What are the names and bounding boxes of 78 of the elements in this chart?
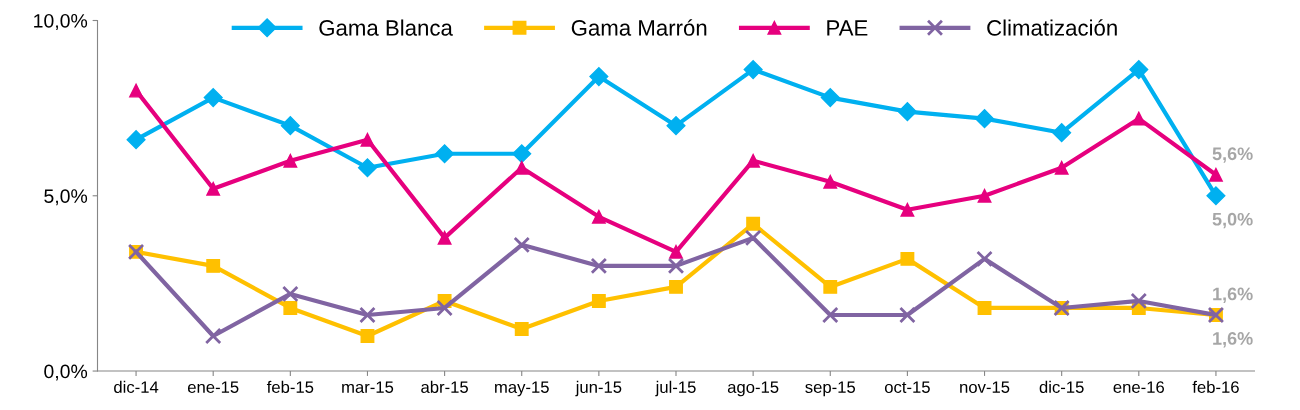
point bbox=[514, 322, 529, 336]
point bbox=[667, 257, 685, 275]
x-tick-label: abr-15 bbox=[421, 380, 468, 394]
point bbox=[743, 60, 763, 80]
point bbox=[590, 257, 608, 275]
point bbox=[669, 279, 683, 294]
point bbox=[514, 160, 529, 175]
data-label: 5,0% bbox=[1212, 212, 1253, 229]
point bbox=[283, 301, 298, 315]
point bbox=[512, 144, 532, 164]
point bbox=[1054, 160, 1069, 175]
point bbox=[823, 279, 838, 294]
x-tick-label: mar-15 bbox=[342, 381, 394, 394]
x-tick-label: may-15 bbox=[495, 381, 549, 397]
data-label: 5,6% bbox=[1212, 147, 1253, 163]
x-tick-label: oct-15 bbox=[884, 381, 930, 394]
legend-label: Climatización bbox=[987, 19, 1117, 36]
data-label: 1,6% bbox=[1213, 332, 1253, 348]
point bbox=[360, 132, 375, 147]
point bbox=[206, 258, 221, 273]
point bbox=[357, 158, 378, 178]
y-tick-label: 0,0% bbox=[44, 364, 88, 381]
legend-label: Gama Marrón bbox=[571, 19, 707, 36]
x-tick-label: jul-15 bbox=[655, 380, 696, 397]
x-tick-label: dic-14 bbox=[114, 380, 159, 394]
point bbox=[437, 230, 452, 245]
point bbox=[280, 116, 300, 136]
point bbox=[129, 83, 144, 98]
x-tick-label: ago-15 bbox=[727, 381, 779, 397]
point bbox=[126, 130, 146, 150]
point bbox=[900, 202, 915, 217]
point bbox=[669, 244, 683, 259]
legend-label: PAE bbox=[827, 20, 868, 36]
point bbox=[203, 88, 223, 108]
point bbox=[977, 301, 992, 315]
point bbox=[282, 285, 299, 303]
point bbox=[900, 251, 915, 266]
point bbox=[1129, 60, 1149, 80]
point bbox=[899, 306, 916, 324]
x-tick-label: ene-16 bbox=[1113, 381, 1165, 394]
point bbox=[591, 293, 606, 308]
point bbox=[206, 181, 221, 196]
x-tick-label: ene-15 bbox=[187, 381, 239, 394]
x-tick-label: sep-15 bbox=[805, 381, 856, 397]
point bbox=[591, 209, 606, 224]
y-tick-label: 5,0% bbox=[44, 189, 88, 206]
x-tick-label: feb-15 bbox=[266, 380, 314, 394]
point bbox=[820, 88, 840, 108]
point bbox=[513, 236, 531, 254]
point bbox=[744, 229, 762, 247]
point bbox=[1052, 123, 1072, 143]
point bbox=[283, 153, 298, 168]
point bbox=[359, 306, 376, 324]
point bbox=[974, 109, 995, 129]
point bbox=[436, 299, 453, 317]
point bbox=[977, 188, 992, 203]
point bbox=[897, 102, 917, 122]
point bbox=[666, 116, 686, 136]
x-tick-label: nov-15 bbox=[960, 381, 1010, 394]
legend-label: Gama Blanca bbox=[319, 19, 453, 36]
point bbox=[435, 144, 455, 164]
y-tick-label: 10,0% bbox=[34, 13, 88, 31]
point bbox=[204, 327, 222, 345]
x-tick-label: jun-15 bbox=[575, 380, 622, 397]
point bbox=[1208, 167, 1223, 182]
point bbox=[821, 306, 839, 324]
x-tick-label: dic-15 bbox=[1039, 380, 1084, 394]
point bbox=[1131, 111, 1146, 126]
point bbox=[746, 153, 761, 168]
point bbox=[1130, 292, 1148, 310]
point bbox=[746, 216, 761, 231]
data-label: 1,6% bbox=[1213, 287, 1253, 303]
point bbox=[1206, 186, 1226, 206]
point bbox=[823, 174, 838, 189]
point bbox=[976, 250, 993, 268]
point bbox=[360, 329, 375, 343]
x-tick-label: feb-16 bbox=[1192, 380, 1239, 394]
point bbox=[589, 67, 609, 87]
